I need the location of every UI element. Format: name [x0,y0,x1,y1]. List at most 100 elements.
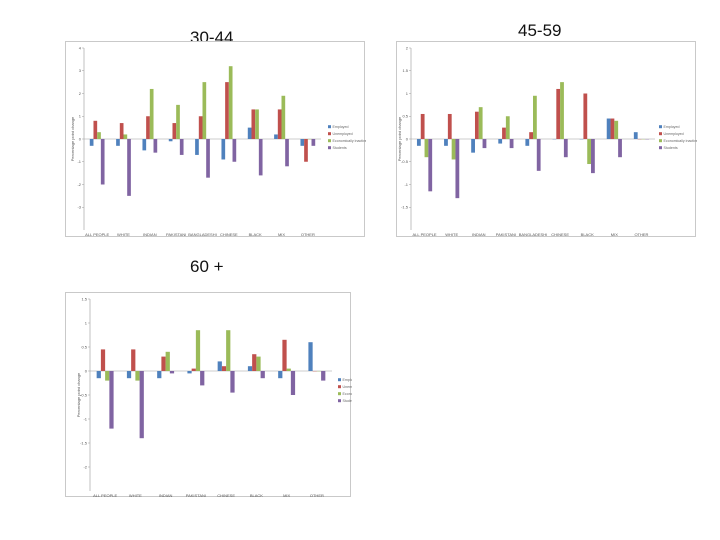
bar-unemployed-pakistani [191,368,196,371]
bar-students-mix [285,139,289,167]
bar-economically-inactive-indian [478,107,483,139]
bar-unemployed-black [583,93,588,139]
legend-label-economically-inactive: Economically inactive [664,139,698,143]
bar-employed-black [247,366,253,371]
bar-economically-inactive-white [451,139,456,160]
y-axis-label: Percentage point change [70,116,75,161]
bar-students-pakistani [179,139,184,155]
bar-unemployed-indian [474,111,479,139]
y-tick-label: 0 [406,136,409,141]
bar-economically-inactive-indian [149,88,154,139]
y-tick-label: -1 [404,182,408,187]
bar-employed-other [633,132,638,139]
bar-unemployed-indian [161,356,166,371]
y-axis-label: Percentage point change [76,372,81,417]
bar-economically-inactive-all-people [105,371,110,381]
bar-unemployed-indian [146,116,150,139]
x-tick-label-black: BLACK [249,232,262,237]
bar-students-white [139,371,144,439]
bar-economically-inactive-bangladeshi [202,82,207,139]
bar-students-all-people [428,139,433,192]
legend-label-students: Students [343,399,353,403]
bar-economically-inactive-pakistani [195,330,201,371]
legend-label-employed: Employed [664,125,680,129]
legend-swatch-unemployed [328,132,331,136]
legend-swatch-economically-inactive [659,139,662,143]
x-tick-label-indian: INDIAN [159,493,173,498]
y-tick-label: 0.5 [81,344,87,349]
bar-students-bangladeshi [536,139,541,171]
bar-employed-white [444,139,448,146]
bar-students-indian [169,371,175,374]
legend-label-students: Students [333,146,347,150]
bar-unemployed-all-people [93,120,98,139]
y-tick-label: -3 [77,205,81,210]
legend-label-unemployed: Unemployed [664,132,684,136]
bar-employed-all-people [96,371,101,379]
bar-economically-inactive-mix [281,95,286,139]
chart-panel-60-plus: 1.5 1 0.5 0 -0.5 -1 -1.5 -2 Percentage point cha… [65,292,353,498]
bar-unemployed-bangladeshi [198,116,203,139]
chart-title-60-plus: 60 + [190,257,224,276]
legend-swatch-employed [338,378,341,382]
bar-students-all-people [100,139,105,185]
x-tick-label-white: WHITE [445,232,458,237]
chart-canvas-60-plus: 1.5 1 0.5 0 -0.5 -1 -1.5 -2 Percentage point cha… [76,296,353,498]
x-tick-label-black: BLACK [250,493,263,498]
y-axis-label: Percentage point change [397,116,402,161]
bar-unemployed-black [252,354,257,371]
bar-unemployed-pakistani [502,127,506,139]
x-tick-label-indian: INDIAN [143,232,157,237]
bar-economically-inactive-pakistani [176,104,180,139]
legend-swatch-students [659,146,662,150]
bar-unemployed-pakistani [172,123,177,139]
bar-employed-bangladeshi [525,139,530,146]
bar-unemployed-other [304,139,308,162]
bar-economically-inactive-pakistani [505,116,510,139]
legend-swatch-employed [328,125,331,129]
bar-economically-inactive-all-people [97,132,101,139]
x-tick-label-all-people: ALL PEOPLE [93,493,117,498]
bar-students-chinese [230,371,235,393]
bar-students-other [311,139,316,146]
bar-employed-indian [142,139,147,151]
bar-employed-pakistani [187,371,192,374]
bar-unemployed-mix [277,109,282,139]
bar-employed-mix [606,118,611,139]
chart-panel-30-44: 4 3 2 1 0 -1 -2 -3 Percentage point change ALL PE… [65,41,366,237]
bar-students-white [455,139,460,199]
bar-employed-other [300,139,305,146]
y-tick-label: -1.5 [401,205,409,210]
bar-students-other [321,371,326,381]
bar-students-black [258,139,263,176]
y-tick-label: 2 [406,45,409,50]
bar-employed-indian [157,371,162,379]
bar-economically-inactive-black [587,139,592,165]
x-tick-label-mix: MIX [283,493,290,498]
x-tick-label-all-people: ALL PEOPLE [413,232,437,237]
bar-unemployed-white [131,349,136,371]
x-tick-label-chinese: CHINESE [551,232,569,237]
bar-employed-other [308,342,313,371]
chart-panel-45-59: 2 1.5 1 0.5 0 -0.5 -1 -1.5 Percentage point chan… [396,41,698,237]
bar-economically-inactive-bangladeshi [533,95,537,139]
bar-economically-inactive-mix [286,368,291,371]
bar-unemployed-all-people [100,349,106,371]
bar-economically-inactive-all-people [424,139,429,158]
x-tick-label-black: BLACK [581,232,594,237]
bar-employed-pakistani [168,139,173,142]
y-tick-label: -0.5 [401,159,409,164]
bar-economically-inactive-white [135,371,140,381]
bar-employed-mix [274,134,278,139]
y-tick-label: 1 [406,91,409,96]
bar-economically-inactive-chinese [226,330,231,371]
legend-label-employed: Employed [343,378,353,382]
legend-label-economically-inactive: Economically inactive [343,392,353,396]
legend-swatch-economically-inactive [338,392,341,396]
x-tick-label-white: WHITE [117,232,130,237]
bar-economically-inactive-chinese [560,82,564,139]
bar-employed-white [116,139,120,146]
bar-students-pakistani [509,139,514,149]
legend-swatch-unemployed [338,385,341,389]
x-tick-label-pakistani: PAKISTANI [166,232,186,237]
